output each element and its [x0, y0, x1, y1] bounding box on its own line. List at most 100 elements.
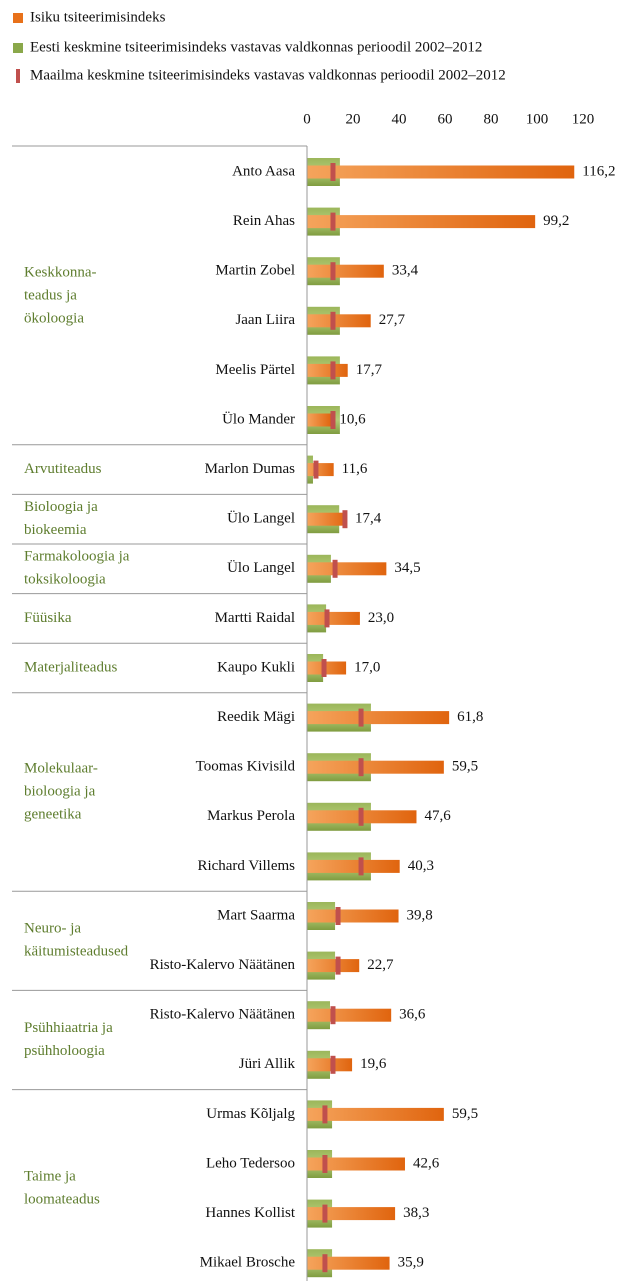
value-label: 40,3 [408, 858, 434, 874]
x-tick-label: 0 [303, 111, 311, 127]
world-marker [342, 510, 348, 529]
group-label: Neuro- ja [24, 921, 81, 937]
value-label: 23,0 [368, 610, 394, 626]
person-bar [307, 611, 360, 625]
person-name: Ülo Mander [222, 410, 295, 427]
x-tick-label: 60 [438, 111, 453, 127]
world-marker [358, 807, 364, 826]
group-label: bioloogia ja [24, 783, 96, 799]
person-bar [307, 1008, 392, 1022]
value-label: 116,2 [582, 163, 615, 179]
person-bar [307, 1157, 405, 1171]
value-label: 17,7 [356, 362, 383, 378]
group-label: Molekulaar- [24, 760, 98, 776]
value-label: 22,7 [367, 957, 394, 973]
value-label: 59,5 [452, 759, 478, 775]
group-label: ökoloogia [24, 310, 84, 326]
world-marker [330, 163, 336, 181]
person-name: Mikael Brosche [200, 1255, 296, 1271]
group-label: Keskkonna- [24, 264, 96, 280]
value-label: 33,4 [392, 263, 419, 279]
person-bar [307, 1256, 390, 1270]
value-label: 39,8 [407, 907, 433, 923]
value-label: 19,6 [360, 1056, 387, 1072]
value-label: 11,6 [342, 461, 368, 477]
person-name: Toomas Kivisild [196, 759, 296, 775]
world-marker [322, 1254, 328, 1273]
person-bar [307, 215, 536, 229]
person-name: Ülo Langel [227, 559, 295, 576]
person-name: Hannes Kollist [205, 1205, 295, 1221]
person-bar [307, 1058, 353, 1072]
world-marker [330, 1055, 336, 1074]
group-label: Bioloogia ja [24, 499, 98, 515]
world-marker [322, 1204, 328, 1223]
world-marker [330, 262, 336, 281]
person-name: Marlon Dumas [205, 461, 296, 477]
person-bar [307, 760, 444, 774]
value-label: 34,5 [394, 560, 420, 576]
person-name: Kaupo Kukli [217, 659, 295, 675]
world-marker [358, 758, 364, 777]
world-marker [322, 1155, 328, 1173]
person-name: Mart Saarma [217, 907, 295, 923]
legend-swatch [13, 43, 23, 53]
group-label: loomateadus [24, 1192, 100, 1208]
group-label: toksikoloogia [24, 572, 106, 588]
x-tick-label: 100 [526, 111, 549, 127]
world-marker [321, 659, 327, 677]
world-marker [330, 411, 336, 429]
legend-label: Eesti keskmine tsiteerimisindeks vastava… [30, 39, 482, 55]
person-name: Martti Raidal [215, 610, 295, 626]
person-bar [307, 165, 575, 179]
legend-swatch [16, 69, 20, 83]
x-tick-label: 40 [392, 111, 407, 127]
value-label: 35,9 [398, 1255, 424, 1271]
group-label: teadus ja [24, 287, 77, 303]
person-name: Ülo Langel [227, 510, 295, 527]
person-name: Risto-Kalervo Näätänen [150, 957, 296, 973]
world-marker [335, 907, 341, 925]
value-label: 47,6 [424, 808, 451, 824]
world-marker [313, 460, 319, 479]
person-bar [307, 959, 360, 973]
person-name: Meelis Pärtel [215, 362, 295, 378]
person-bar [307, 1107, 444, 1121]
value-label: 99,2 [543, 213, 569, 229]
x-tick-label: 80 [484, 111, 499, 127]
person-name: Jüri Allik [239, 1056, 296, 1072]
group-label: Farmakoloogia ja [24, 549, 130, 565]
x-tick-label: 20 [346, 111, 361, 127]
person-name: Urmas Kõljalg [206, 1106, 295, 1122]
person-name: Leho Tedersoo [206, 1155, 295, 1171]
person-bar [307, 562, 387, 576]
value-label: 27,7 [379, 312, 406, 328]
group-label: psühholoogia [24, 1043, 105, 1059]
world-marker [324, 609, 330, 628]
world-marker [335, 956, 341, 975]
group-label: Taime ja [24, 1169, 76, 1185]
group-label: geneetika [24, 806, 82, 822]
world-marker [330, 311, 336, 330]
world-marker [358, 708, 364, 727]
group-label: Arvutiteadus [24, 461, 102, 477]
group-label: biokeemia [24, 522, 87, 538]
legend-label: Isiku tsiteerimisindeks [30, 9, 166, 25]
person-name: Martin Zobel [215, 263, 295, 279]
group-label: käitumisteadused [24, 944, 129, 960]
value-label: 38,3 [403, 1205, 429, 1221]
world-marker [330, 1006, 336, 1025]
world-marker [330, 212, 336, 231]
person-bar [307, 512, 348, 526]
world-marker [332, 559, 338, 578]
person-name: Anto Aasa [232, 163, 295, 179]
world-marker [358, 857, 364, 876]
legend-label: Maailma keskmine tsiteerimisindeks vasta… [30, 67, 506, 83]
value-label: 17,4 [355, 511, 382, 527]
group-label: Materjaliteadus [24, 659, 117, 675]
value-label: 10,6 [339, 411, 366, 427]
group-label: Füüsika [24, 610, 72, 626]
world-marker [322, 1105, 328, 1124]
person-bar [307, 413, 332, 427]
